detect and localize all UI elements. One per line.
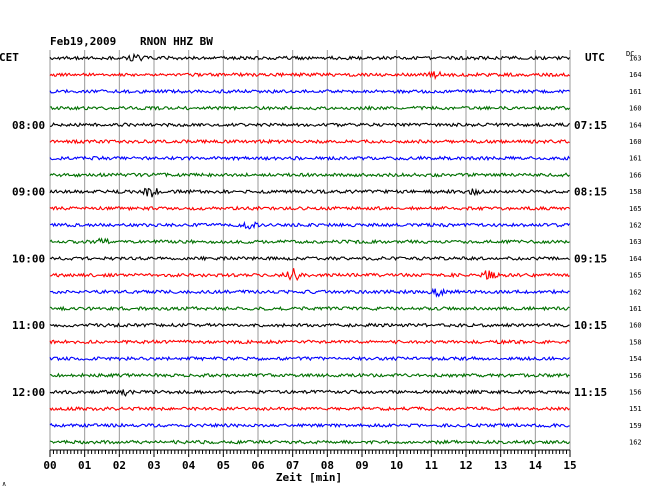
trace-row-1 bbox=[49, 70, 570, 81]
trace-row-9 bbox=[49, 205, 570, 212]
trace-row-2 bbox=[49, 88, 570, 95]
trace-row-12 bbox=[49, 255, 570, 262]
header-station: RNON HHZ BW bbox=[140, 35, 213, 48]
left-timezone-label: CET bbox=[0, 51, 19, 64]
x-tick-label: 12 bbox=[459, 459, 472, 472]
x-tick-label: 14 bbox=[529, 459, 543, 472]
right-time-labels: 07:15 08:15 09:15 10:15 11:15 bbox=[574, 119, 607, 399]
trace-row-18 bbox=[49, 355, 570, 362]
traces-group bbox=[49, 52, 571, 445]
x-axis: 00 01 02 03 04 05 06 07 08 09 10 11 12 13 14 15 bbox=[43, 449, 577, 472]
trace-row-0 bbox=[49, 52, 571, 62]
dc-value: 160 bbox=[629, 105, 642, 113]
trace-row-7 bbox=[49, 171, 570, 178]
trace-row-15 bbox=[49, 305, 570, 312]
dc-value: 164 bbox=[629, 71, 642, 79]
trace-row-22 bbox=[49, 422, 570, 429]
x-axis-label: Zeit [min] bbox=[276, 471, 342, 484]
trace-row-10 bbox=[49, 220, 571, 230]
dc-value: 159 bbox=[629, 422, 642, 430]
trace-row-14 bbox=[49, 287, 570, 298]
dc-value-labels: 163 164 161 160 164 160 161 166 158 165 162 163 164 1… bbox=[629, 55, 642, 447]
x-tick-label: 07 bbox=[286, 459, 299, 472]
right-time-label: 10:15 bbox=[574, 319, 607, 332]
dc-value: 156 bbox=[629, 389, 642, 397]
left-time-label: 09:00 bbox=[12, 186, 45, 199]
x-tick-label: 03 bbox=[147, 459, 160, 472]
x-tick-label: 05 bbox=[217, 459, 230, 472]
x-tick-label: 02 bbox=[113, 459, 126, 472]
dc-value: 165 bbox=[629, 205, 642, 213]
dc-value: 164 bbox=[629, 255, 642, 263]
left-time-label: 08:00 bbox=[12, 119, 45, 132]
dc-value: 162 bbox=[629, 439, 642, 447]
left-time-label: 11:00 bbox=[12, 319, 45, 332]
dc-value: 156 bbox=[629, 372, 642, 380]
trace-row-16 bbox=[49, 322, 570, 328]
trace-row-5 bbox=[49, 138, 570, 145]
trace-row-13 bbox=[49, 268, 570, 282]
dc-value: 161 bbox=[629, 305, 642, 313]
x-tick-label: 00 bbox=[43, 459, 56, 472]
x-tick-label: 13 bbox=[494, 459, 507, 472]
trace-row-23 bbox=[49, 439, 571, 445]
trace-row-21 bbox=[49, 405, 570, 412]
right-time-label: 11:15 bbox=[574, 386, 607, 399]
x-tick-label: 11 bbox=[425, 459, 439, 472]
left-time-labels: 08:00 09:00 10:00 11:00 12:00 bbox=[12, 119, 45, 399]
x-tick-label: 08 bbox=[321, 459, 334, 472]
dc-value: 166 bbox=[629, 171, 642, 179]
right-time-label: 07:15 bbox=[574, 119, 607, 132]
header-date: Feb19,2009 bbox=[50, 35, 116, 48]
trace-row-17 bbox=[49, 339, 571, 345]
dc-label: DC bbox=[626, 50, 634, 58]
dc-value: 154 bbox=[629, 355, 642, 363]
trace-row-19 bbox=[49, 372, 570, 379]
dc-value: 163 bbox=[629, 238, 642, 246]
dc-value: 162 bbox=[629, 288, 642, 296]
dc-value: 161 bbox=[629, 88, 642, 96]
left-time-label: 12:00 bbox=[12, 386, 45, 399]
dc-value: 158 bbox=[629, 188, 642, 196]
dc-value: 163 bbox=[629, 55, 642, 63]
x-tick-label: 15 bbox=[563, 459, 576, 472]
x-tick-label: 01 bbox=[78, 459, 92, 472]
dc-value: 158 bbox=[629, 338, 642, 346]
trace-row-3 bbox=[49, 105, 571, 111]
right-time-label: 09:15 bbox=[574, 252, 607, 265]
dc-value: 160 bbox=[629, 322, 642, 330]
dc-value: 165 bbox=[629, 272, 642, 280]
x-tick-label: 04 bbox=[182, 459, 196, 472]
trace-row-6 bbox=[49, 155, 571, 162]
trace-row-8 bbox=[49, 187, 570, 198]
dc-value: 151 bbox=[629, 405, 642, 413]
dc-value: 164 bbox=[629, 121, 642, 129]
right-time-label: 08:15 bbox=[574, 186, 607, 199]
trace-row-11 bbox=[49, 237, 570, 245]
dc-value: 162 bbox=[629, 222, 642, 230]
x-tick-label: 10 bbox=[390, 459, 403, 472]
grid-lines bbox=[49, 50, 571, 450]
trace-row-20 bbox=[49, 389, 571, 397]
left-time-label: 10:00 bbox=[12, 252, 45, 265]
x-tick-label: 06 bbox=[251, 459, 265, 472]
x-tick-label: 09 bbox=[355, 459, 368, 472]
dc-value: 161 bbox=[629, 155, 642, 163]
right-timezone-label: UTC bbox=[585, 51, 605, 64]
corner-mark: ∧ bbox=[2, 480, 6, 488]
dc-value: 160 bbox=[629, 138, 642, 146]
trace-row-4 bbox=[50, 121, 570, 128]
